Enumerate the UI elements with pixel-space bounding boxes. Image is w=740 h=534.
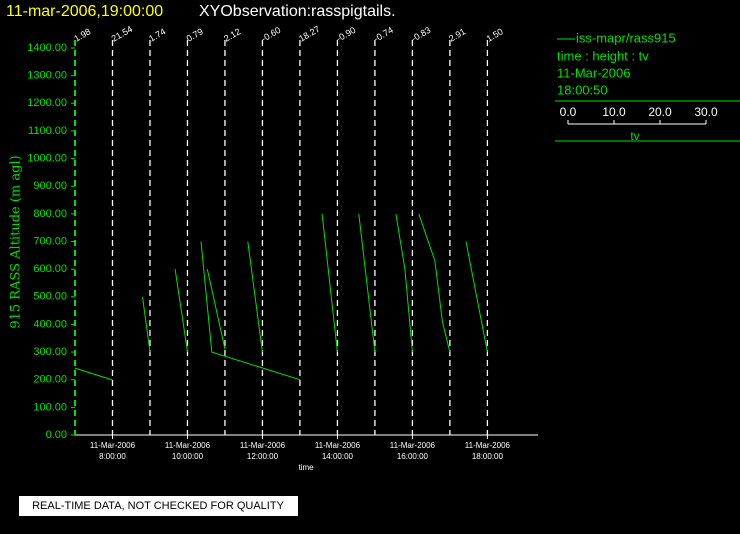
- y-tick-label: 1000.00: [27, 152, 67, 164]
- y-tick-label: 800.00: [33, 208, 67, 220]
- x-tick-label: 10:00:00: [172, 452, 204, 461]
- y-axis-label: 915 RASS Altitude (m agl): [9, 155, 24, 328]
- y-tick-label: 700.00: [33, 235, 67, 247]
- x-tick-date: 11-Mar-2006: [165, 441, 211, 450]
- y-tick-label: 1300.00: [27, 70, 67, 82]
- scale-tick-label: 0.0: [560, 105, 577, 119]
- footer-box: [19, 496, 298, 516]
- scale-label: tv: [630, 129, 639, 143]
- observation-label: -0.60: [260, 25, 283, 44]
- legend-text: 11-Mar-2006: [557, 65, 630, 80]
- x-axis-label: time: [298, 463, 314, 472]
- x-tick-label: 12:00:00: [247, 452, 279, 461]
- scale-tick-label: 20.0: [648, 105, 672, 119]
- scale-tick-label: 30.0: [694, 105, 718, 119]
- y-tick-label: 1400.00: [27, 42, 67, 54]
- observation-label: 2.91: [447, 26, 467, 43]
- y-tick-label: 1100.00: [28, 125, 67, 137]
- legend-entry: iss-mapr/rass915: [576, 30, 676, 45]
- x-tick-date: 11-Mar-2006: [90, 441, 136, 450]
- title-time: 11-mar-2006,19:00:00: [6, 3, 163, 20]
- observation-label: 1.50: [485, 26, 505, 43]
- x-tick-date: 11-Mar-2006: [390, 441, 436, 450]
- x-tick-label: 18:00:00: [472, 452, 504, 461]
- y-tick-label: 200.00: [33, 374, 67, 386]
- y-tick-label: 600.00: [33, 263, 67, 275]
- observation-label: -0.83: [410, 25, 433, 44]
- footer: REAL-TIME DATA, NOT CHECKED FOR QUALITY: [32, 500, 284, 512]
- chart-title: XYObservation:rasspigtails.: [199, 3, 396, 20]
- x-tick-date: 11-Mar-2006: [465, 441, 511, 450]
- series-line: [74, 213, 488, 381]
- observation-label: 2.12: [222, 26, 242, 43]
- x-tick-label: 14:00:00: [322, 452, 354, 461]
- y-tick-label: 100.00: [33, 401, 67, 413]
- observation-label: 0.79: [185, 26, 205, 43]
- observation-label: 1.74: [147, 26, 167, 43]
- y-tick-label: 500.00: [33, 291, 67, 303]
- y-tick-label: 300.00: [33, 346, 67, 358]
- observation-label: 18.27: [297, 24, 322, 44]
- x-tick-date: 11-Mar-2006: [315, 441, 361, 450]
- x-tick-label: 16:00:00: [397, 452, 429, 461]
- y-tick-label: 0.00: [46, 429, 67, 441]
- observation-label: -0.90: [335, 25, 358, 44]
- y-tick-label: 1200.00: [27, 97, 67, 109]
- legend-text: 18:00:50: [557, 82, 608, 97]
- y-tick-label: 400.00: [33, 318, 67, 330]
- legend-text: time : height : tv: [557, 48, 649, 63]
- x-tick-date: 11-Mar-2006: [240, 441, 286, 450]
- observation-label: -0.74: [372, 25, 395, 44]
- observation-label: 21.54: [110, 24, 135, 44]
- scale-tick-label: 10.0: [602, 105, 626, 119]
- y-tick-label: 900.00: [33, 180, 67, 192]
- observation-label: 1.98: [72, 26, 92, 43]
- x-tick-label: 8:00:00: [99, 452, 126, 461]
